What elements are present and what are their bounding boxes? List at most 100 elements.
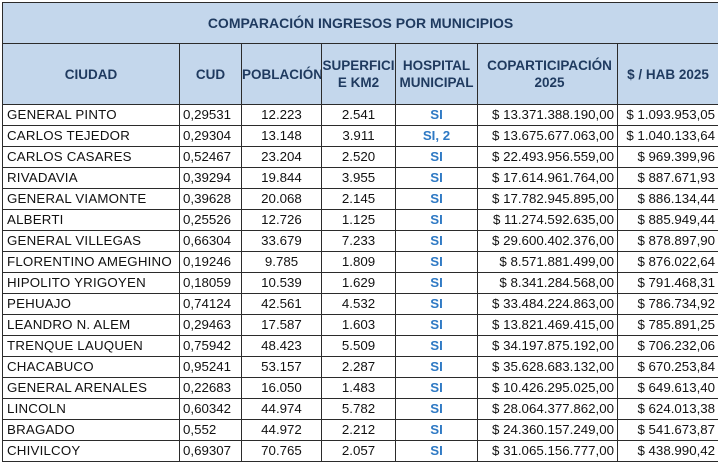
cell-ciudad[interactable]: CHACABUCO bbox=[2, 356, 180, 378]
cell-poblacion[interactable]: 12.223 bbox=[241, 104, 322, 126]
cell-superficie[interactable]: 1.603 bbox=[321, 314, 396, 336]
cell-cud[interactable]: 0,29304 bbox=[179, 125, 242, 147]
cell-superficie[interactable]: 4.532 bbox=[321, 293, 396, 315]
cell-cud[interactable]: 0,22683 bbox=[179, 377, 242, 399]
cell-coparticipacion[interactable]: $ 34.197.875.192,00 bbox=[477, 335, 618, 357]
cell-hab[interactable]: $ 438.990,42 bbox=[616, 440, 718, 462]
cell-coparticipacion[interactable]: $ 28.064.377.862,00 bbox=[477, 398, 618, 420]
cell-cud[interactable]: 0,18059 bbox=[179, 272, 242, 294]
cell-poblacion[interactable]: 9.785 bbox=[241, 251, 322, 273]
cell-hab[interactable]: $ 878.897,90 bbox=[616, 230, 718, 252]
cell-ciudad[interactable]: GENERAL VILLEGAS bbox=[2, 230, 180, 252]
cell-coparticipacion[interactable]: $ 8.341.284.568,00 bbox=[477, 272, 618, 294]
cell-poblacion[interactable]: 42.561 bbox=[241, 293, 322, 315]
cell-hab[interactable]: $ 541.673,87 bbox=[616, 419, 718, 441]
cell-hospital[interactable]: SI bbox=[395, 188, 478, 210]
cell-poblacion[interactable]: 12.726 bbox=[241, 209, 322, 231]
cell-superficie[interactable]: 1.629 bbox=[321, 272, 396, 294]
cell-poblacion[interactable]: 44.974 bbox=[241, 398, 322, 420]
cell-hospital[interactable]: SI bbox=[395, 335, 478, 357]
cell-superficie[interactable]: 2.520 bbox=[321, 146, 396, 168]
cell-coparticipacion[interactable]: $ 35.628.683.132,00 bbox=[477, 356, 618, 378]
cell-ciudad[interactable]: RIVADAVIA bbox=[2, 167, 180, 189]
cell-coparticipacion[interactable]: $ 11.274.592.635,00 bbox=[477, 209, 618, 231]
cell-hospital[interactable]: SI bbox=[395, 419, 478, 441]
cell-coparticipacion[interactable]: $ 17.782.945.895,00 bbox=[477, 188, 618, 210]
cell-hab[interactable]: $ 886.134,44 bbox=[616, 188, 718, 210]
cell-cud[interactable]: 0,29531 bbox=[179, 104, 242, 126]
cell-coparticipacion[interactable]: $ 17.614.961.764,00 bbox=[477, 167, 618, 189]
cell-hab[interactable]: $ 670.253,84 bbox=[616, 356, 718, 378]
cell-cud[interactable]: 0,95241 bbox=[179, 356, 242, 378]
cell-superficie[interactable]: 2.287 bbox=[321, 356, 396, 378]
cell-ciudad[interactable]: HIPOLITO YRIGOYEN bbox=[2, 272, 180, 294]
cell-ciudad[interactable]: GENERAL PINTO bbox=[2, 104, 180, 126]
cell-coparticipacion[interactable]: $ 24.360.157.249,00 bbox=[477, 419, 618, 441]
cell-poblacion[interactable]: 48.423 bbox=[241, 335, 322, 357]
cell-cud[interactable]: 0,29463 bbox=[179, 314, 242, 336]
cell-coparticipacion[interactable]: $ 8.571.881.499,00 bbox=[477, 251, 618, 273]
cell-hab[interactable]: $ 706.232,06 bbox=[616, 335, 718, 357]
cell-hab[interactable]: $ 969.399,96 bbox=[616, 146, 718, 168]
cell-cud[interactable]: 0,39294 bbox=[179, 167, 242, 189]
cell-hab[interactable]: $ 1.040.133,64 bbox=[616, 125, 718, 147]
cell-superficie[interactable]: 2.212 bbox=[321, 419, 396, 441]
cell-ciudad[interactable]: GENERAL ARENALES bbox=[2, 377, 180, 399]
cell-hab[interactable]: $ 791.468,31 bbox=[616, 272, 718, 294]
cell-poblacion[interactable]: 53.157 bbox=[241, 356, 322, 378]
cell-hab[interactable]: $ 649.613,40 bbox=[616, 377, 718, 399]
cell-superficie[interactable]: 2.541 bbox=[321, 104, 396, 126]
cell-ciudad[interactable]: LEANDRO N. ALEM bbox=[2, 314, 180, 336]
cell-poblacion[interactable]: 19.844 bbox=[241, 167, 322, 189]
cell-coparticipacion[interactable]: $ 31.065.156.777,00 bbox=[477, 440, 618, 462]
cell-poblacion[interactable]: 13.148 bbox=[241, 125, 322, 147]
cell-superficie[interactable]: 2.057 bbox=[321, 440, 396, 462]
cell-poblacion[interactable]: 20.068 bbox=[241, 188, 322, 210]
cell-poblacion[interactable]: 44.972 bbox=[241, 419, 322, 441]
cell-coparticipacion[interactable]: $ 29.600.402.376,00 bbox=[477, 230, 618, 252]
cell-superficie[interactable]: 1.809 bbox=[321, 251, 396, 273]
cell-superficie[interactable]: 5.509 bbox=[321, 335, 396, 357]
cell-hab[interactable]: $ 785.891,25 bbox=[616, 314, 718, 336]
cell-cud[interactable]: 0,25526 bbox=[179, 209, 242, 231]
cell-superficie[interactable]: 1.125 bbox=[321, 209, 396, 231]
cell-superficie[interactable]: 5.782 bbox=[321, 398, 396, 420]
cell-ciudad[interactable]: FLORENTINO AMEGHINO bbox=[2, 251, 180, 273]
cell-hospital[interactable]: SI bbox=[395, 398, 478, 420]
cell-ciudad[interactable]: PEHUAJO bbox=[2, 293, 180, 315]
cell-cud[interactable]: 0,19246 bbox=[179, 251, 242, 273]
cell-hospital[interactable]: SI bbox=[395, 293, 478, 315]
cell-poblacion[interactable]: 17.587 bbox=[241, 314, 322, 336]
cell-hospital[interactable]: SI bbox=[395, 146, 478, 168]
cell-poblacion[interactable]: 10.539 bbox=[241, 272, 322, 294]
cell-ciudad[interactable]: TRENQUE LAUQUEN bbox=[2, 335, 180, 357]
cell-cud[interactable]: 0,66304 bbox=[179, 230, 242, 252]
cell-superficie[interactable]: 3.955 bbox=[321, 167, 396, 189]
cell-superficie[interactable]: 7.233 bbox=[321, 230, 396, 252]
cell-cud[interactable]: 0,60342 bbox=[179, 398, 242, 420]
cell-ciudad[interactable]: CHIVILCOY bbox=[2, 440, 180, 462]
cell-hospital[interactable]: SI bbox=[395, 440, 478, 462]
cell-hospital[interactable]: SI bbox=[395, 230, 478, 252]
cell-superficie[interactable]: 1.483 bbox=[321, 377, 396, 399]
cell-hospital[interactable]: SI bbox=[395, 272, 478, 294]
cell-cud[interactable]: 0,74124 bbox=[179, 293, 242, 315]
cell-hospital[interactable]: SI bbox=[395, 104, 478, 126]
cell-cud[interactable]: 0,75942 bbox=[179, 335, 242, 357]
cell-poblacion[interactable]: 70.765 bbox=[241, 440, 322, 462]
cell-hab[interactable]: $ 1.093.953,05 bbox=[616, 104, 718, 126]
cell-coparticipacion[interactable]: $ 13.371.388.190,00 bbox=[477, 104, 618, 126]
cell-ciudad[interactable]: CARLOS CASARES bbox=[2, 146, 180, 168]
cell-hospital[interactable]: SI bbox=[395, 356, 478, 378]
cell-hab[interactable]: $ 624.013,38 bbox=[616, 398, 718, 420]
cell-ciudad[interactable]: CARLOS TEJEDOR bbox=[2, 125, 180, 147]
cell-hab[interactable]: $ 887.671,93 bbox=[616, 167, 718, 189]
cell-hospital[interactable]: SI, 2 bbox=[395, 125, 478, 147]
cell-hospital[interactable]: SI bbox=[395, 251, 478, 273]
cell-coparticipacion[interactable]: $ 13.675.677.063,00 bbox=[477, 125, 618, 147]
cell-superficie[interactable]: 2.145 bbox=[321, 188, 396, 210]
cell-ciudad[interactable]: ALBERTI bbox=[2, 209, 180, 231]
cell-cud[interactable]: 0,552 bbox=[179, 419, 242, 441]
cell-cud[interactable]: 0,39628 bbox=[179, 188, 242, 210]
cell-hab[interactable]: $ 786.734,92 bbox=[616, 293, 718, 315]
